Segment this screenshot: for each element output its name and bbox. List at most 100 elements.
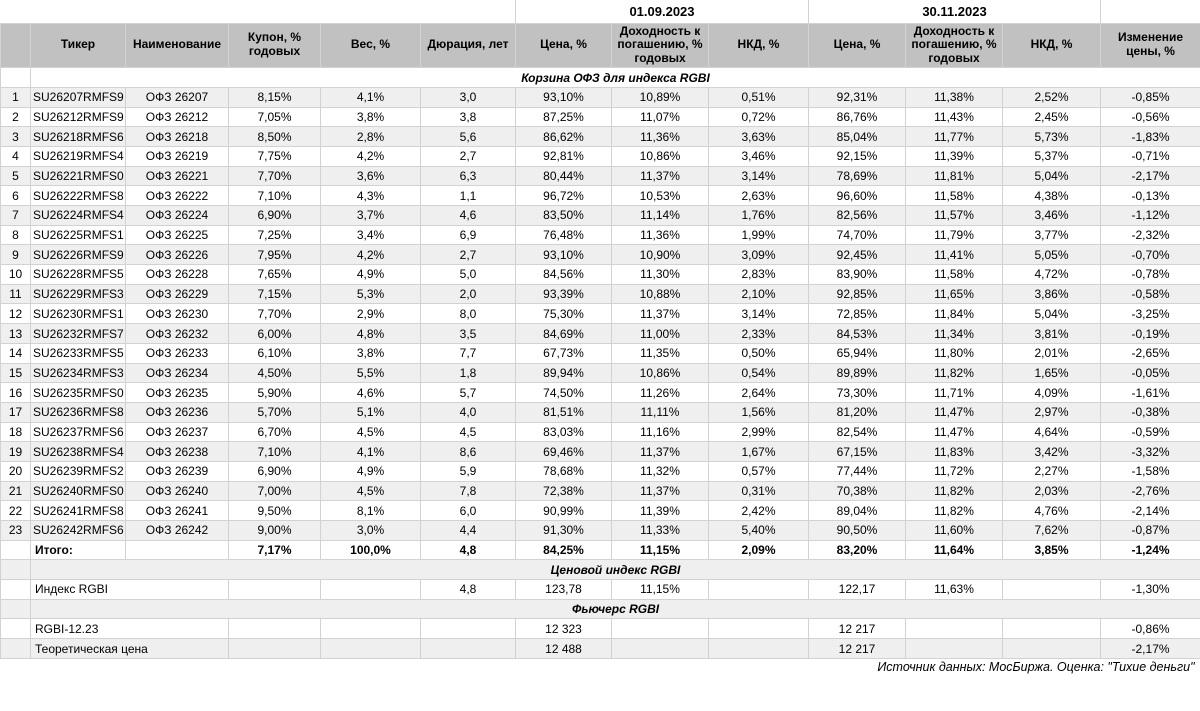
cell: 96,60% [808,185,906,207]
cell [905,618,1003,640]
cell: 11,38% [905,86,1003,108]
cell: 3,46% [708,145,809,167]
cell: -3,25% [1100,303,1200,325]
cell: -0,05% [1100,362,1200,384]
bond-row: 14 SU26233RMFS5 ОФЗ 26233 6,10% 3,8% 7,7 67,73… [0,342,1200,364]
cell: 0,57% [708,460,809,482]
cell: 7,65% [228,264,321,285]
cell: 86,76% [808,106,906,128]
bond-row: 7 SU26224RMFS4 ОФЗ 26224 6,90% 3,7% 4,6 83,50%… [0,205,1200,226]
cell: 11,14% [611,205,709,226]
cell: 10,53% [611,185,709,207]
bond-row: 13 SU26232RMFS7 ОФЗ 26232 6,00% 4,8% 3,5 84,69… [0,323,1200,344]
cell: 78,68% [515,460,612,482]
cell: 2,7 [420,244,516,266]
cell: 72,85% [808,303,906,325]
cell [320,618,421,640]
cell: 4,50% [228,362,321,384]
ticker-cell: SU26241RMFS8 [30,500,126,522]
row-number-cell: 21 [0,480,31,502]
cell: 2,0 [420,283,516,305]
cell: 11,65% [905,283,1003,305]
source-note: Источник данных: МосБиржа. Оценка: "Тихи… [877,660,1195,675]
cell: 5,05% [1001,244,1102,266]
cell: ОФЗ 26237 [125,421,229,443]
cell: ОФЗ 26222 [125,185,229,207]
cell: 87,25% [515,106,612,128]
cell: 10,86% [611,362,709,384]
cell: 6,90% [228,460,321,482]
cell: 67,73% [515,342,612,364]
cell: 4,5% [320,480,421,502]
col-header-accrued-1: НКД, % [708,22,809,69]
row-number-cell: 2 [0,106,31,128]
cell: 4,1% [320,441,421,462]
cell: 75,30% [515,303,612,325]
cell: 81,51% [515,401,612,423]
cell: 4,0 [420,401,516,423]
cell [1001,579,1102,600]
cell: 5,0 [420,264,516,285]
cell: 10,89% [611,86,709,108]
cell: 7,05% [228,106,321,128]
cell: 11,35% [611,342,709,364]
cell [708,579,809,600]
row-number-cell: 23 [0,520,31,541]
cell: 0,50% [708,342,809,364]
cell: 83,90% [808,264,906,285]
cell: -0,13% [1100,185,1200,207]
cell: 4,1% [320,86,421,108]
cell: -0,85% [1100,86,1200,108]
cell [1001,618,1102,640]
cell: 3,8% [320,342,421,364]
cell: 7,70% [228,303,321,325]
cell: 11,72% [905,460,1003,482]
cell: 77,44% [808,460,906,482]
col-header-ytm-1: Доходность к погашению, % годовых [611,22,709,69]
cell: 3,5 [420,323,516,344]
cell: 92,45% [808,244,906,266]
cell: 72,38% [515,480,612,502]
cell: 3,42% [1001,441,1102,462]
futures-row: Теоретическая цена 12 488 12 217 -2,17% [0,638,1200,659]
table-body: Корзина ОФЗ для индекса RGBI 1 SU26207RMFS… [0,67,1200,676]
cell: 86,62% [515,126,612,147]
cell: 3,8% [320,106,421,128]
ticker-cell: SU26236RMFS8 [30,401,126,423]
cell: 84,53% [808,323,906,344]
cell: 7,70% [228,165,321,187]
date-row: 01.09.2023 30.11.2023 [1,0,1200,23]
cell: ОФЗ 26226 [125,244,229,266]
cell: ОФЗ 26241 [125,500,229,522]
index-row: Индекс RGBI 4,8 123,78 11,15% 122,17 11,63% -1… [0,579,1200,600]
cell: 69,46% [515,441,612,462]
cell: 3,09% [708,244,809,266]
cell: -0,59% [1100,421,1200,443]
row-label: Теоретическая цена [30,638,229,659]
cell: 92,31% [808,86,906,108]
cell: 11,39% [905,145,1003,167]
cell: 0,51% [708,86,809,108]
cell: 11,39% [611,500,709,522]
cell: 2,64% [708,382,809,403]
bond-row: 15 SU26234RMFS3 ОФЗ 26234 4,50% 5,5% 1,8 89,94… [0,362,1200,384]
bond-row: 22 SU26241RMFS8 ОФЗ 26241 9,50% 8,1% 6,0 90,99… [0,500,1200,522]
cell: 8,0 [420,303,516,325]
cell [228,638,321,659]
cell: 5,90% [228,382,321,403]
cell: -0,56% [1100,106,1200,128]
cell: 78,69% [808,165,906,187]
cell: ОФЗ 26232 [125,323,229,344]
cell: 5,9 [420,460,516,482]
cell: 11,64% [905,539,1003,561]
ticker-cell: SU26212RMFS9 [30,106,126,128]
cell: 4,2% [320,145,421,167]
cell: 7,95% [228,244,321,266]
cell: 3,63% [708,126,809,147]
cell [1001,638,1102,659]
cell: ОФЗ 26239 [125,460,229,482]
row-number-cell: 15 [0,362,31,384]
bond-row: 23 SU26242RMFS6 ОФЗ 26242 9,00% 3,0% 4,4 91,30… [0,520,1200,541]
cell: 4,9% [320,264,421,285]
cell [320,579,421,600]
